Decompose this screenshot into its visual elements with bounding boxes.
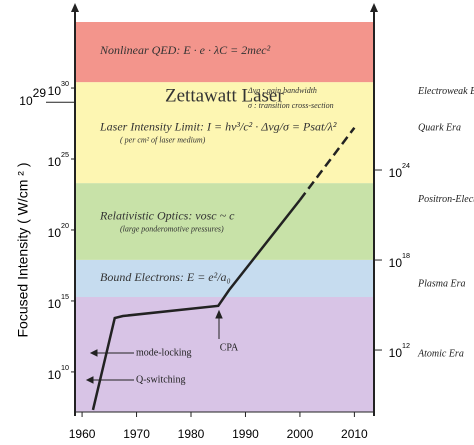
x-tick-label: 2000 <box>287 427 314 441</box>
x-tick-label: 1960 <box>69 427 96 441</box>
y-tick-label: 1020 <box>48 221 69 240</box>
zettawatt-label: Zettawatt Laser <box>165 85 284 106</box>
definition: Δνg : gain bandwidth <box>247 86 317 95</box>
x-tick-label: 2010 <box>341 427 368 441</box>
y-tick-label-base: 10 <box>48 368 62 382</box>
definition: σ : transition cross-section <box>248 101 334 110</box>
x-tick-label: 1990 <box>232 427 259 441</box>
y-marker-label: 1029 <box>19 86 46 108</box>
y-tick-label-power: 25 <box>61 150 69 159</box>
y2-tick-label-base: 10 <box>389 346 403 360</box>
annotation: CPA <box>220 342 239 353</box>
y2-tick-label-power: 24 <box>402 161 410 170</box>
y-marker-label-base: 10 <box>19 94 33 108</box>
band <box>75 296 374 412</box>
series-line <box>298 126 356 201</box>
annotation: Q-switching <box>136 374 185 385</box>
y-axis-label: Focused Intensity ( W/cm ² ) <box>15 162 31 337</box>
band-label: Laser Intensity Limit: I = hν³/c² · Δνg/… <box>99 119 337 133</box>
y-tick-label-base: 10 <box>48 155 62 169</box>
y-tick-label-power: 30 <box>61 79 69 88</box>
y2-tick-label-base: 10 <box>389 166 403 180</box>
plot: 1010101510201025103010121018102410291960… <box>19 3 410 441</box>
x-tick-label: 1970 <box>123 427 150 441</box>
y2-tick-label: 1024 <box>389 161 410 180</box>
y2-axis-arrow <box>370 3 378 12</box>
band-label: Nonlinear QED: E · e · λC = 2mec² <box>99 43 271 57</box>
band <box>75 22 374 83</box>
y-tick-label-base: 10 <box>48 297 62 311</box>
y-tick-label: 1025 <box>48 150 69 169</box>
era-label: Quark Era <box>418 122 461 133</box>
y-tick-label-power: 15 <box>61 292 69 301</box>
band <box>75 82 374 184</box>
era-label: Positron-Electron Era <box>417 194 474 205</box>
y-tick-label-base: 10 <box>48 226 62 240</box>
band-note: (large ponderomotive pressures) <box>120 224 224 233</box>
band-label: Bound Electrons: E = e²/a₀ <box>100 270 231 284</box>
band-note: ( per cm² of laser medium) <box>120 135 206 144</box>
y2-tick-label: 1018 <box>389 251 410 270</box>
band <box>75 259 374 297</box>
band <box>75 183 374 260</box>
bands: Bound Electrons: E = e²/a₀ Relativistic O… <box>75 22 374 412</box>
y-tick-label: 1030 <box>48 79 69 98</box>
y-tick-label: 1015 <box>48 292 69 311</box>
era-label: Plasma Era <box>417 278 466 289</box>
era-label: Electroweak Era <box>417 86 474 97</box>
band-label: Relativistic Optics: vosc ~ c <box>99 208 235 222</box>
x-tick-label: 1980 <box>178 427 205 441</box>
y-tick-label: 1010 <box>48 363 69 382</box>
annotation: mode-locking <box>136 347 192 358</box>
y2-tick-label-base: 10 <box>389 256 403 270</box>
y2-tick-label: 1012 <box>389 341 410 360</box>
y-tick-label-power: 20 <box>61 221 69 230</box>
era-label: Atomic Era <box>417 348 464 359</box>
y2-tick-label-power: 12 <box>402 341 410 350</box>
y-tick-label-base: 10 <box>48 84 62 98</box>
y2-tick-label-power: 18 <box>402 251 410 260</box>
y-axis-arrow <box>71 3 79 12</box>
y-marker-label-power: 29 <box>33 86 47 100</box>
annotation-arrows <box>85 309 223 384</box>
y-tick-label-power: 10 <box>61 363 69 372</box>
series-line <box>91 199 301 411</box>
